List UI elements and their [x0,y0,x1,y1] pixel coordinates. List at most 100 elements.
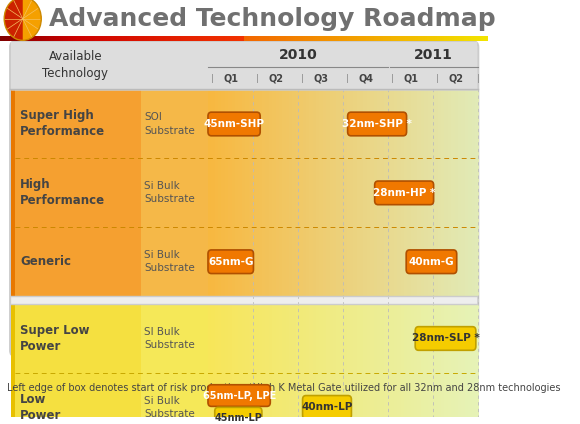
FancyBboxPatch shape [215,407,262,424]
Text: 2011: 2011 [414,48,452,62]
Text: |: | [211,74,213,83]
Bar [299,89,303,296]
Text: |: | [346,74,349,83]
Bar [231,304,236,424]
Bar [61,36,64,41]
Bar [81,36,84,41]
Text: 65nm-G: 65nm-G [208,257,253,267]
Bar [425,36,428,41]
Bar [193,36,196,41]
Bar [367,304,371,424]
Bar [486,36,489,41]
Bar [76,36,79,41]
Bar [293,36,296,41]
Bar [271,36,274,41]
Bar [218,304,222,424]
Bar [188,36,191,41]
Bar [415,36,418,41]
Bar [37,36,40,41]
Bar [459,36,462,41]
Bar [88,36,91,41]
Bar [140,304,208,424]
Bar [12,36,16,41]
Bar [329,89,334,296]
Bar [357,304,361,424]
Bar [288,36,291,41]
Bar [320,36,323,41]
Bar [27,36,30,41]
Bar [326,89,331,296]
Bar [444,304,449,424]
Bar [405,36,409,41]
Bar [437,36,440,41]
Bar [403,36,406,41]
Bar [24,36,28,41]
Bar [339,36,343,41]
Bar [306,304,310,424]
Bar [234,36,238,41]
Bar [11,304,140,424]
Bar [107,36,111,41]
Bar [452,36,455,41]
Bar [173,36,177,41]
Bar [472,89,476,296]
Bar [117,36,121,41]
Bar [387,304,392,424]
Bar [448,304,452,424]
Bar [400,36,404,41]
Bar [211,89,216,296]
Bar [374,36,377,41]
Bar [313,89,317,296]
Bar [388,36,392,41]
Bar [11,89,15,296]
Bar [122,36,125,41]
Bar [309,304,314,424]
Bar [39,36,42,41]
Text: 45nm-SHP: 45nm-SHP [204,119,264,129]
Bar [484,36,487,41]
Bar [231,89,236,296]
Bar [176,36,179,41]
Text: SI Bulk
Substrate: SI Bulk Substrate [144,327,195,350]
Bar [398,36,401,41]
Bar [266,304,270,424]
Bar [142,36,145,41]
Bar [323,304,327,424]
Bar [305,36,309,41]
Bar [322,36,325,41]
Bar [281,36,284,41]
Bar [369,36,372,41]
Bar [383,36,387,41]
Bar [198,36,201,41]
Bar [292,304,296,424]
Bar [139,36,143,41]
Bar [414,304,418,424]
Bar [451,304,455,424]
Bar [95,36,99,41]
Bar [181,36,184,41]
Text: Available
Technology: Available Technology [42,50,108,80]
Bar [232,36,235,41]
Bar [156,36,160,41]
Bar [432,36,436,41]
Bar [454,36,458,41]
Bar [465,89,469,296]
Text: |: | [477,74,480,83]
Bar [11,304,15,424]
Bar [370,89,374,296]
Bar [68,36,72,41]
Text: Si Bulk
Substrate: Si Bulk Substrate [144,181,195,204]
Bar [367,36,369,41]
Bar [235,89,239,296]
Bar [5,36,8,41]
Bar [254,36,258,41]
Bar [255,304,259,424]
Bar [161,36,165,41]
Bar [244,36,248,41]
Bar [51,36,55,41]
Bar [370,304,374,424]
Bar [462,36,465,41]
Text: Q4: Q4 [358,73,373,83]
Bar [329,304,334,424]
Bar [414,89,418,296]
